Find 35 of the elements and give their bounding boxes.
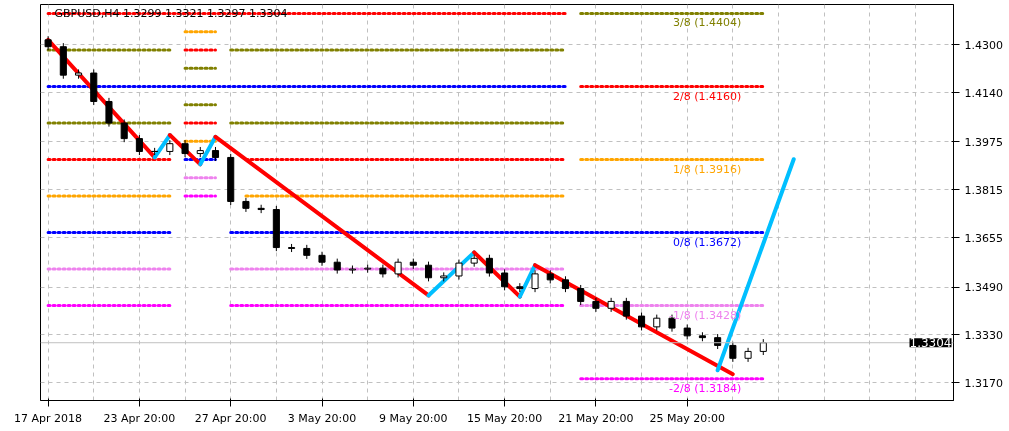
candlestick <box>577 284 585 306</box>
candlestick <box>622 297 630 321</box>
x-tick-label: 15 May 20:00 <box>466 411 543 425</box>
candlestick <box>394 258 402 278</box>
candlestick <box>455 259 463 281</box>
annotation: 0/8 (1.3672) <box>673 235 742 249</box>
y-tick-label: 1.3170 <box>964 376 1003 390</box>
x-tick-label: 27 Apr 20:00 <box>194 411 267 425</box>
candlestick <box>424 261 433 282</box>
candlestick <box>501 268 509 291</box>
x-tick-label: 23 Apr 20:00 <box>103 411 176 425</box>
candlestick <box>105 97 113 128</box>
y-tick-label: 1.3655 <box>964 231 1003 245</box>
x-tick-label: 9 May 20:00 <box>379 411 448 425</box>
annotation: 2/8 (1.4160) <box>673 89 742 103</box>
candlestick <box>257 204 265 214</box>
x-tick-label: 21 May 20:00 <box>558 411 634 425</box>
y-tick-label: 1.4300 <box>964 38 1003 52</box>
candlestick <box>485 254 493 278</box>
candlestick <box>729 341 737 363</box>
x-tick-label: 25 May 20:00 <box>649 411 725 425</box>
y-tick-label: 1.3975 <box>964 135 1003 149</box>
annotation: 1/8 (1.3916) <box>673 162 742 176</box>
candlestick <box>531 269 539 293</box>
y-tick-label: 1.3330 <box>964 328 1003 342</box>
annotation: -2/8 (1.3184) <box>669 381 742 395</box>
x-tick-label: 3 May 20:00 <box>287 411 357 425</box>
y-tick-label: 1.3490 <box>964 281 1003 295</box>
candlestick <box>135 134 143 156</box>
y-tick-label: 1.4140 <box>964 86 1003 100</box>
x-tick-label: 17 Apr 2018 <box>14 411 83 425</box>
candlestick <box>120 118 128 143</box>
ref-line-label: 1.3304 <box>909 336 952 351</box>
annotation: 3/8 (1.4404) <box>673 16 742 30</box>
y-tick-label: 1.3815 <box>964 183 1003 197</box>
